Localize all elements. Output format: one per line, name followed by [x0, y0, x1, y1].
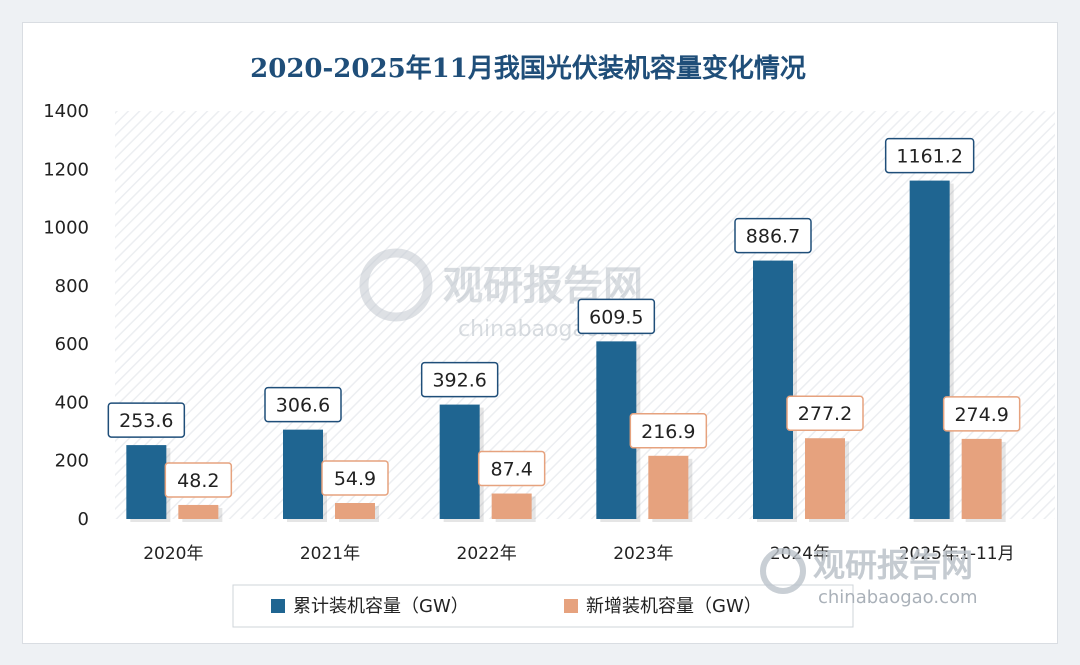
- y-tick-label: 1000: [43, 218, 89, 239]
- data-label-box: [420, 361, 499, 398]
- data-label: 1161.2: [896, 146, 962, 168]
- legend: 累计装机容量（GW） 新增装机容量（GW）: [232, 584, 854, 628]
- data-label: 392.6: [432, 370, 486, 392]
- data-label: 306.6: [276, 395, 330, 417]
- bar-cumulative: [909, 180, 950, 519]
- data-label-box: [477, 450, 546, 487]
- data-label-box: [264, 386, 342, 423]
- watermark-corner: 观研报告网 chinabaogao.com: [760, 546, 978, 608]
- chart-title: 2020-2025年11月我国光伏装机容量变化情况: [250, 53, 806, 84]
- y-tick-label: 0: [78, 509, 89, 530]
- legend-label-new: 新增装机容量（GW）: [586, 596, 762, 617]
- y-tick-label: 600: [55, 334, 89, 355]
- data-label-box: [942, 396, 1021, 432]
- bars: [126, 180, 1006, 522]
- bar-new: [491, 493, 532, 519]
- data-label-box: [786, 395, 864, 431]
- x-tick-label: 2025年1-11月: [899, 544, 1015, 564]
- x-tick-label: 2020年: [143, 544, 203, 564]
- data-label-box: [734, 217, 812, 254]
- y-tick-label: 800: [55, 276, 89, 297]
- y-tick-label: 1200: [43, 159, 89, 180]
- bar-cumulative: [753, 260, 793, 519]
- bar-new: [178, 504, 219, 519]
- data-label: 274.9: [954, 404, 1008, 426]
- y-axis: 0 200 400 600 800 1000 1200 1400: [43, 101, 89, 530]
- x-tick-label: 2022年: [457, 544, 517, 564]
- x-tick-label: 2021年: [300, 544, 360, 564]
- data-label-box: [107, 402, 186, 438]
- bar-cumulative: [126, 445, 167, 519]
- legend-label-cumulative: 累计装机容量（GW）: [293, 596, 469, 617]
- legend-swatch-cumulative: [271, 599, 285, 613]
- data-label-box: [164, 462, 233, 498]
- watermark-corner-logo-icon: [760, 548, 806, 594]
- data-label: 216.9: [641, 421, 695, 443]
- data-label: 609.5: [589, 306, 643, 328]
- watermark-logo-icon: [359, 248, 433, 322]
- data-labels: 253.6 48.2 306.6 54.9 392.6 87.4 609.5 216.9 886…: [107, 137, 1021, 498]
- watermark-corner-url: chinabaogao.com: [818, 587, 978, 608]
- data-label: 253.6: [119, 410, 173, 432]
- y-tick-label: 400: [55, 392, 89, 413]
- data-label: 54.9: [334, 468, 376, 490]
- x-tick-label: 2023年: [613, 544, 673, 564]
- data-label: 87.4: [491, 459, 533, 481]
- chart-frame: 2020-2025年11月我国光伏装机容量变化情况 观研报告网 chinabao…: [22, 22, 1058, 644]
- bar-new: [648, 455, 689, 519]
- watermark-corner-brand: 观研报告网: [813, 546, 973, 584]
- legend-box: [232, 584, 854, 628]
- data-label: 48.2: [177, 470, 219, 492]
- data-label: 277.2: [798, 403, 852, 425]
- data-label-box: [884, 137, 975, 174]
- data-label-box: [577, 298, 656, 335]
- bar-new: [961, 438, 1002, 519]
- data-label-box: [629, 413, 708, 449]
- data-label-box: [321, 460, 389, 496]
- bar-cumulative: [283, 429, 323, 519]
- category-labels: 2020年 2021年 2022年 2023年 2024年 2025年1-11月: [143, 544, 1014, 564]
- data-label: 886.7: [746, 226, 800, 248]
- bar-new: [805, 438, 845, 519]
- y-tick-label: 1400: [43, 101, 89, 122]
- bar-new: [335, 503, 375, 519]
- chart-svg: 2020-2025年11月我国光伏装机容量变化情况 观研报告网 chinabao…: [43, 53, 1055, 628]
- bar-cumulative: [439, 404, 480, 519]
- y-tick-label: 200: [55, 451, 89, 472]
- legend-swatch-new: [564, 599, 578, 613]
